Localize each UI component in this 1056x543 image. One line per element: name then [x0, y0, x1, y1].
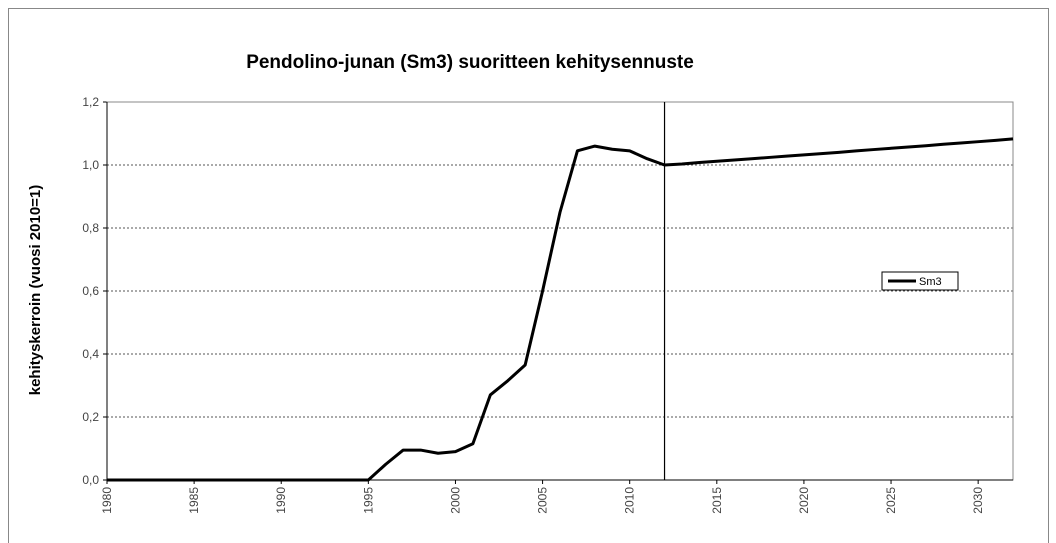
legend-box — [881, 271, 959, 291]
x-tick-label: 2030 — [971, 487, 985, 514]
x-tick-label: 2015 — [710, 487, 724, 514]
y-tick-label: 0,6 — [82, 284, 99, 298]
x-tick-label: 2005 — [536, 487, 550, 514]
x-tick-label: 2010 — [623, 487, 637, 514]
legend-label: Sm3 — [919, 276, 942, 288]
x-tick-label: 1980 — [100, 487, 114, 514]
x-tick-label: 1995 — [361, 487, 375, 514]
y-axis-label: kehityskerroin (vuosi 2010=1) — [27, 185, 44, 396]
chart-title: Pendolino-junan (Sm3) suoritteen kehitys… — [246, 52, 694, 73]
y-tick-label: 0,4 — [82, 347, 99, 361]
x-tick-label: 2000 — [448, 487, 462, 514]
y-tick-label: 1,0 — [82, 158, 99, 172]
series-line — [107, 137, 1014, 482]
x-tick-label: 2025 — [884, 487, 898, 514]
y-tick-label: 0,2 — [82, 410, 99, 424]
frame — [8, 8, 1049, 543]
x-tick-label: 1985 — [187, 487, 201, 514]
y-tick-label: 0,8 — [82, 221, 99, 235]
x-tick-label: 1990 — [274, 487, 288, 514]
y-tick-label: 1,2 — [82, 95, 99, 109]
y-tick-label: 0,0 — [82, 473, 99, 487]
x-tick-label: 2020 — [797, 487, 811, 514]
